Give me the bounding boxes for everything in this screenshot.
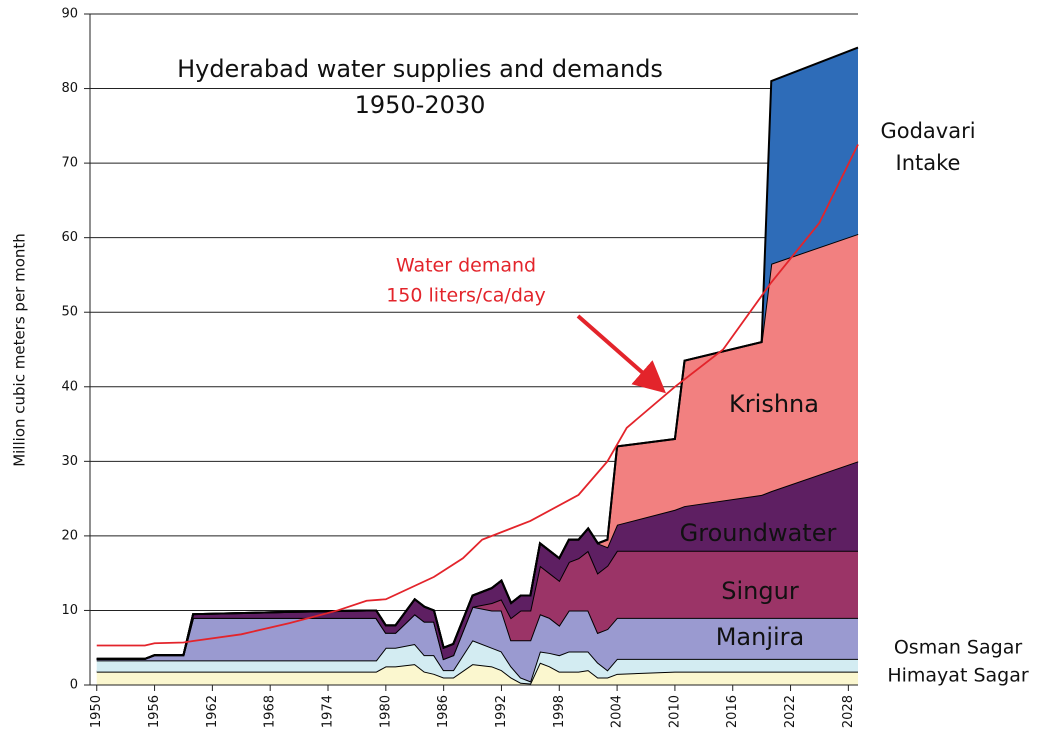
area [96,662,858,685]
y-tick-label: 30 [61,454,78,469]
x-tick-label: 1956 [147,695,162,728]
x-tick-label: 2028 [841,695,856,728]
area [96,606,858,682]
x-tick-label: 1962 [205,695,220,728]
series-label: Osman Sagar [894,637,1022,659]
area-edge [96,46,859,660]
area [96,640,858,684]
x-tick-label: 1986 [436,695,451,728]
series-label: Himayat Sagar [887,665,1029,687]
area [96,47,858,659]
y-axis-label: Million cubic meters per month [11,233,29,467]
area [96,550,858,659]
line-annotation: 150 liters/ca/day [386,285,546,307]
y-tick-label: 80 [61,81,78,96]
y-tick-label: 40 [61,379,78,394]
y-tick-label: 20 [61,528,78,543]
series-label: Godavari Intake [880,119,975,175]
series-label: Singur [721,577,799,605]
x-tick-label: 1992 [494,695,509,728]
x-tick-label: 1950 [89,695,104,728]
x-tick-label: 1968 [263,695,278,728]
y-tick-label: 50 [61,305,78,320]
series-label: Groundwater [680,519,837,547]
y-tick-label: 70 [61,156,78,171]
chart-title: Hyderabad water supplies and demands [177,55,663,83]
y-tick-label: 60 [61,230,78,245]
x-tick-label: 2004 [610,695,625,728]
y-tick-label: 0 [70,678,78,693]
x-tick-label: 2022 [783,695,798,728]
annotation-arrow [576,314,667,394]
x-tick-label: 1998 [552,695,567,728]
x-tick-label: 2016 [725,695,740,728]
line-label: Water demand [396,255,536,277]
area [96,233,858,659]
x-tick-label: 1974 [321,695,336,728]
chart-subtitle: 1950-2030 [355,91,486,119]
series-label: Krishna [729,390,819,418]
y-tick-label: 90 [61,7,78,22]
series-label: Manjira [716,623,805,651]
demand-line [96,144,859,647]
y-tick-label: 10 [61,603,78,618]
x-tick-label: 2010 [667,695,682,728]
x-tick-label: 1980 [378,695,393,728]
